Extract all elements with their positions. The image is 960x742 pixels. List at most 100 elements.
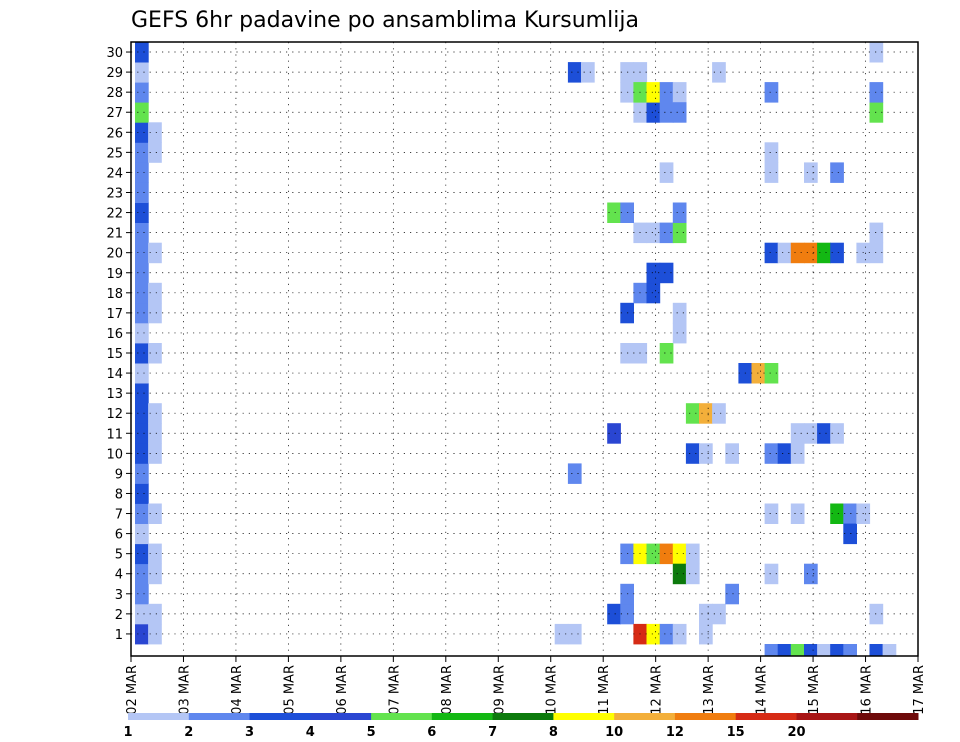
heatmap-cell (830, 242, 844, 264)
heatmap-cell (659, 82, 674, 103)
x-tick-label: 17 MAR (912, 665, 927, 715)
legend-label: 3 (245, 725, 254, 740)
heatmap-cell (777, 644, 792, 657)
y-tick-label: 16 (106, 327, 123, 342)
x-tick-label: 16 MAR (860, 665, 875, 715)
heatmap-cell (869, 222, 884, 244)
heatmap-cell (804, 563, 818, 585)
heatmap-cell (135, 603, 149, 625)
heatmap-cell (554, 623, 569, 645)
legend-label: 12 (666, 725, 684, 740)
heatmap-cell (869, 242, 884, 264)
y-tick-label: 21 (106, 227, 123, 242)
y-tick-label: 29 (106, 66, 123, 81)
y-tick-label: 15 (106, 347, 123, 362)
heatmap-cell (764, 443, 779, 464)
heatmap-cell (672, 222, 687, 244)
legend-swatch (310, 713, 372, 720)
heatmap-cell (699, 623, 713, 645)
heatmap-cell (567, 62, 582, 83)
heatmap-cell (672, 322, 687, 344)
y-tick-label: 17 (106, 307, 123, 322)
heatmap-cell (148, 503, 162, 524)
y-tick-label: 6 (115, 528, 123, 543)
heatmap-cell (148, 623, 162, 645)
heatmap-cell (804, 162, 818, 183)
heatmap-cell (135, 222, 149, 244)
heatmap-cell (869, 82, 884, 103)
legend-label: 2 (184, 725, 193, 740)
heatmap-cell (659, 343, 674, 364)
heatmap-cell (672, 623, 687, 645)
y-tick-label: 30 (106, 46, 123, 61)
heatmap-cell (843, 644, 857, 657)
heatmap-cell (764, 644, 779, 657)
legend-swatch (188, 713, 251, 720)
heatmap-cell (135, 483, 149, 504)
heatmap-cell (764, 563, 779, 585)
y-tick-label: 20 (106, 247, 123, 262)
legend-swatch (674, 713, 737, 720)
x-tick-label: 06 MAR (335, 665, 350, 715)
heatmap-cell (135, 142, 149, 163)
y-tick-label: 27 (106, 106, 123, 121)
heatmap-cells (135, 42, 897, 657)
y-tick-label: 3 (115, 588, 123, 603)
heatmap-cell (804, 242, 818, 264)
heatmap-cell (882, 644, 897, 657)
heatmap-cell (725, 583, 739, 605)
heatmap-cell (148, 443, 162, 464)
heatmap-cell (135, 242, 149, 264)
heatmap-cell (672, 102, 687, 123)
heatmap-cell (659, 543, 674, 565)
x-tick-label: 04 MAR (230, 665, 245, 715)
heatmap-cell (148, 142, 162, 163)
heatmap-cell (567, 623, 582, 645)
heatmap-cell (148, 282, 162, 304)
heatmap-cell (135, 262, 149, 284)
heatmap-cell (790, 423, 805, 444)
y-tick-label: 1 (115, 628, 123, 643)
heatmap-cell (135, 162, 149, 183)
heatmap-cell (712, 62, 726, 83)
heatmap-cell (659, 162, 674, 183)
heatmap-cell (135, 443, 149, 464)
legend-label: 5 (367, 725, 376, 740)
heatmap-cell (804, 423, 818, 444)
legend-swatch (431, 713, 494, 720)
legend-swatch (128, 713, 190, 720)
heatmap-cell (699, 443, 713, 464)
legend-swatch (796, 713, 858, 720)
heatmap-cell (135, 563, 149, 585)
heatmap-cell (567, 463, 582, 484)
legend-label: 20 (787, 725, 805, 740)
y-tick-label: 9 (115, 467, 123, 482)
heatmap-cell (869, 42, 884, 63)
heatmap-cell (830, 162, 844, 183)
heatmap-cell (135, 623, 149, 645)
heatmap-cell (135, 423, 149, 444)
heatmap-cell (646, 282, 661, 304)
x-tick-label: 12 MAR (650, 665, 665, 715)
heatmap-cell (646, 102, 661, 123)
heatmap-cell (148, 543, 162, 565)
legend-label: 4 (306, 725, 315, 740)
y-tick-label: 22 (106, 207, 123, 222)
plot-frame (130, 41, 919, 657)
heatmap-cell (830, 423, 844, 444)
heatmap-cell (607, 603, 621, 625)
heatmap-cell (135, 62, 149, 83)
chart-title: GEFS 6hr padavine po ansamblima Kursumli… (131, 8, 639, 33)
legend-label: 10 (605, 725, 623, 740)
y-tick-label: 28 (106, 86, 123, 101)
heatmap-cell (135, 182, 149, 203)
legend-swatch (735, 713, 797, 720)
heatmap-cell (148, 343, 162, 364)
heatmap-cell (148, 242, 162, 264)
heatmap-cell (135, 122, 149, 143)
y-tick-label: 24 (106, 166, 123, 181)
heatmap-cell (830, 644, 844, 657)
heatmap-cell (790, 242, 805, 264)
heatmap-cell (790, 443, 805, 464)
heatmap-cell (777, 443, 792, 464)
